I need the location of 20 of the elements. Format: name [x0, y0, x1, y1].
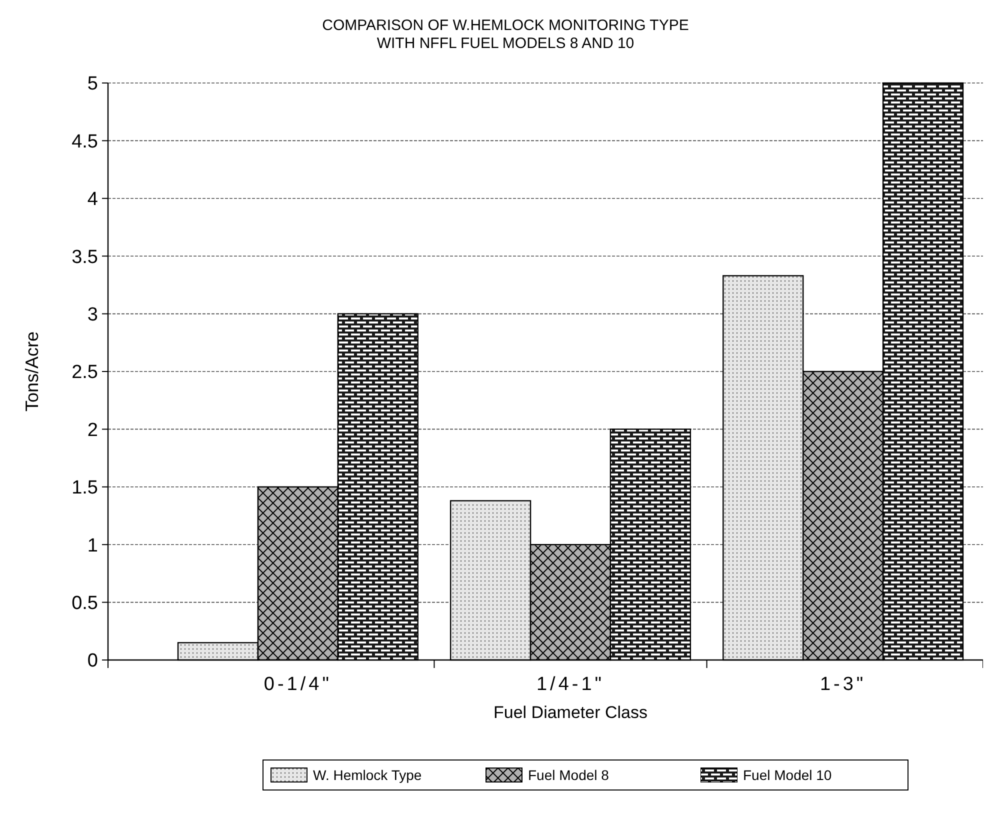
- x-tick-label: 1/4-1": [536, 674, 605, 695]
- legend-label: Fuel Model 8: [528, 767, 610, 783]
- y-tick-label: 1: [87, 535, 98, 556]
- chart-title: COMPARISON OF W.HEMLOCK MONITORING TYPE WITH NFFL FUEL MODELS 8 AND 10: [322, 17, 689, 52]
- legend-label: Fuel Model 10: [743, 767, 832, 783]
- x-tick-label: 0-1/4": [264, 674, 332, 695]
- y-tick-label: 5: [87, 74, 98, 95]
- x-tick-label: 1-3": [820, 674, 866, 695]
- y-tick-label: 3.5: [72, 246, 98, 268]
- y-tick-label: 1.5: [72, 478, 98, 499]
- y-tick-label: 0: [87, 650, 98, 672]
- y-tick-label: 3: [87, 304, 98, 326]
- y-tick-label: 2.5: [72, 362, 98, 384]
- x-axis-title: Fuel Diameter Class: [494, 703, 648, 722]
- y-tick-label: 2: [87, 420, 98, 441]
- y-tick-label: 0.5: [72, 592, 98, 614]
- y-axis-title: Tons/Acre: [22, 331, 42, 412]
- y-tick-label: 4: [87, 189, 98, 210]
- y-tick-label: 4.5: [72, 131, 98, 152]
- legend-label: W. Hemlock Type: [313, 767, 422, 783]
